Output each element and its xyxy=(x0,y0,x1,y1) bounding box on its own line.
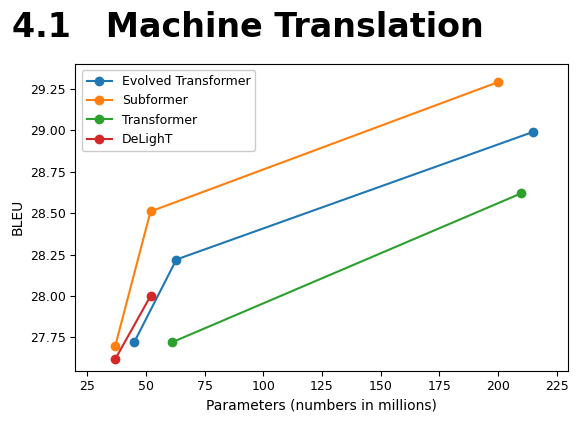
X-axis label: Parameters (numbers in millions): Parameters (numbers in millions) xyxy=(206,399,437,413)
Subformer xyxy=(112,343,119,348)
Evolved Transformer xyxy=(530,130,536,135)
DeLighT xyxy=(147,294,154,299)
Line: Transformer: Transformer xyxy=(168,189,525,347)
Line: Evolved Transformer: Evolved Transformer xyxy=(130,128,537,347)
Line: Subformer: Subformer xyxy=(111,78,502,350)
Text: 4.1   Machine Translation: 4.1 Machine Translation xyxy=(12,11,483,43)
Transformer xyxy=(518,191,525,196)
Evolved Transformer xyxy=(130,340,137,345)
Y-axis label: BLEU: BLEU xyxy=(10,199,24,236)
Subformer xyxy=(147,209,154,214)
Line: DeLighT: DeLighT xyxy=(111,292,155,363)
DeLighT xyxy=(112,357,119,362)
Legend: Evolved Transformer, Subformer, Transformer, DeLighT: Evolved Transformer, Subformer, Transfor… xyxy=(82,70,255,151)
Subformer xyxy=(495,80,502,85)
Evolved Transformer xyxy=(173,257,180,262)
Transformer xyxy=(168,340,175,345)
